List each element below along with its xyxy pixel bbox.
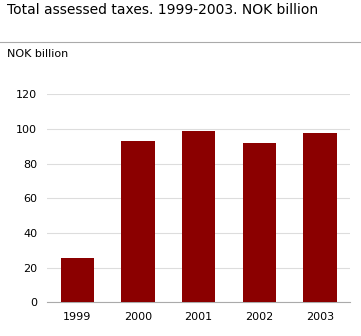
Text: NOK billion: NOK billion (7, 49, 69, 59)
Bar (303, 133, 336, 302)
Bar (61, 258, 94, 302)
Text: Total assessed taxes. 1999-2003. NOK billion: Total assessed taxes. 1999-2003. NOK bil… (7, 3, 318, 17)
Bar (121, 141, 155, 302)
Bar (243, 143, 276, 302)
Bar (182, 131, 215, 302)
